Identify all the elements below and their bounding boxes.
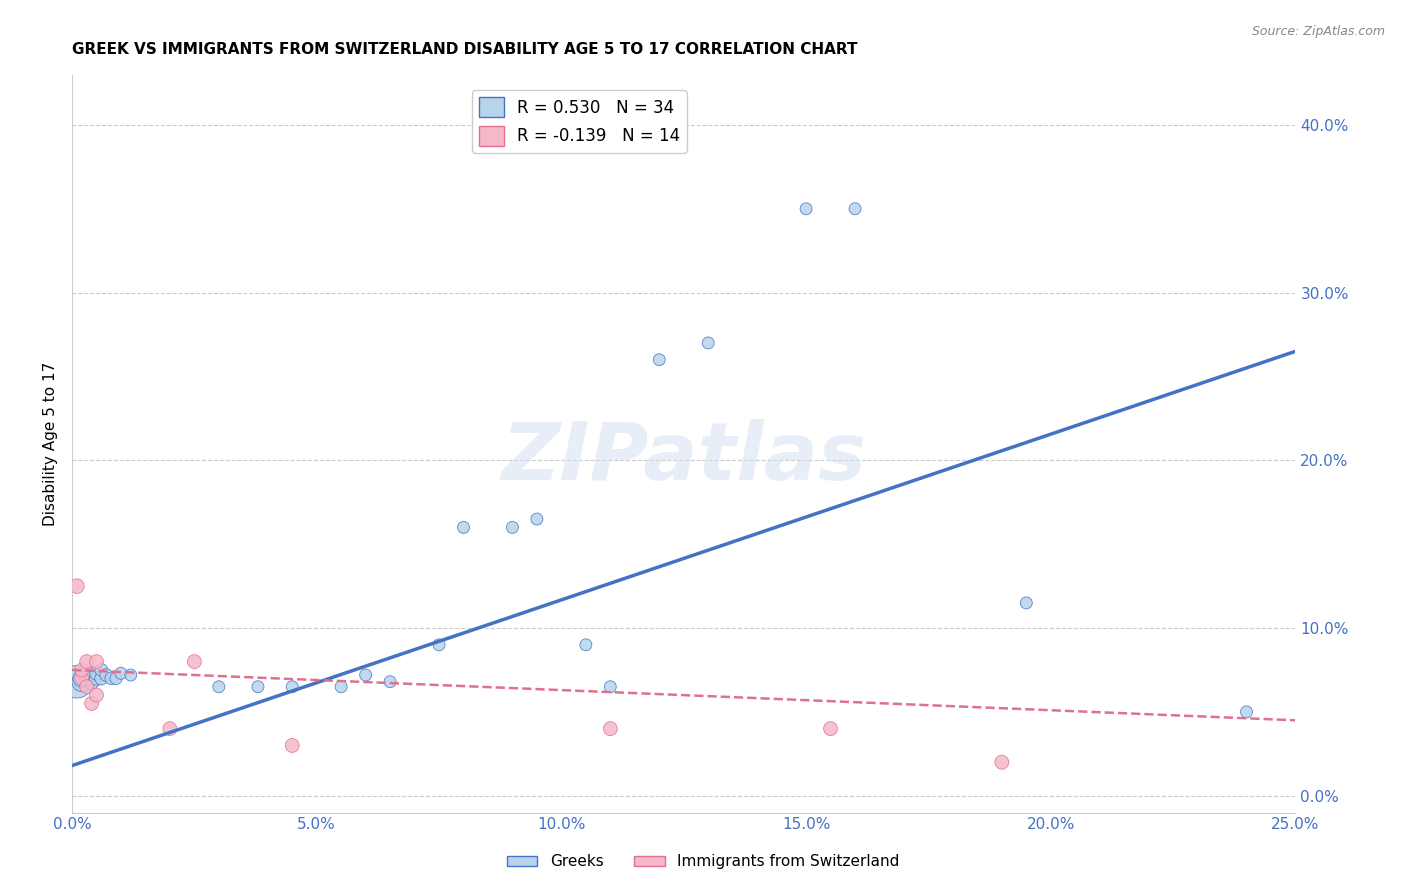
Point <box>575 638 598 652</box>
Point <box>501 520 523 534</box>
Point <box>76 672 98 686</box>
Legend: Greeks, Immigrants from Switzerland: Greeks, Immigrants from Switzerland <box>501 848 905 875</box>
Point <box>354 668 377 682</box>
Point <box>70 663 93 677</box>
Point <box>1236 705 1258 719</box>
Point <box>80 666 103 681</box>
Point <box>80 674 103 689</box>
Point <box>453 520 475 534</box>
Point <box>105 672 128 686</box>
Point <box>86 688 108 702</box>
Point <box>183 655 205 669</box>
Point <box>1015 596 1038 610</box>
Legend: R = 0.530   N = 34, R = -0.139   N = 14: R = 0.530 N = 34, R = -0.139 N = 14 <box>472 90 686 153</box>
Point <box>86 672 108 686</box>
Point <box>70 674 93 689</box>
Point <box>70 672 93 686</box>
Point <box>66 579 89 593</box>
Point <box>90 672 112 686</box>
Point <box>599 722 621 736</box>
Point <box>120 668 142 682</box>
Point <box>86 666 108 681</box>
Text: GREEK VS IMMIGRANTS FROM SWITZERLAND DISABILITY AGE 5 TO 17 CORRELATION CHART: GREEK VS IMMIGRANTS FROM SWITZERLAND DIS… <box>72 42 858 57</box>
Point <box>991 756 1014 770</box>
Point <box>281 680 304 694</box>
Y-axis label: Disability Age 5 to 17: Disability Age 5 to 17 <box>44 361 58 525</box>
Point <box>378 674 401 689</box>
Point <box>76 680 98 694</box>
Text: ZIPatlas: ZIPatlas <box>501 419 866 498</box>
Point <box>281 739 304 753</box>
Point <box>526 512 548 526</box>
Point <box>427 638 450 652</box>
Point <box>86 655 108 669</box>
Point <box>794 202 817 216</box>
Point <box>697 335 720 350</box>
Point <box>110 666 132 681</box>
Point <box>90 663 112 677</box>
Point <box>96 668 118 682</box>
Text: Source: ZipAtlas.com: Source: ZipAtlas.com <box>1251 25 1385 38</box>
Point <box>66 674 89 689</box>
Point <box>100 672 122 686</box>
Point <box>76 655 98 669</box>
Point <box>208 680 231 694</box>
Point <box>159 722 181 736</box>
Point <box>246 680 269 694</box>
Point <box>76 668 98 682</box>
Point <box>70 672 93 686</box>
Point <box>820 722 842 736</box>
Point <box>330 680 353 694</box>
Point <box>80 697 103 711</box>
Point <box>599 680 621 694</box>
Point <box>648 352 671 367</box>
Point <box>844 202 866 216</box>
